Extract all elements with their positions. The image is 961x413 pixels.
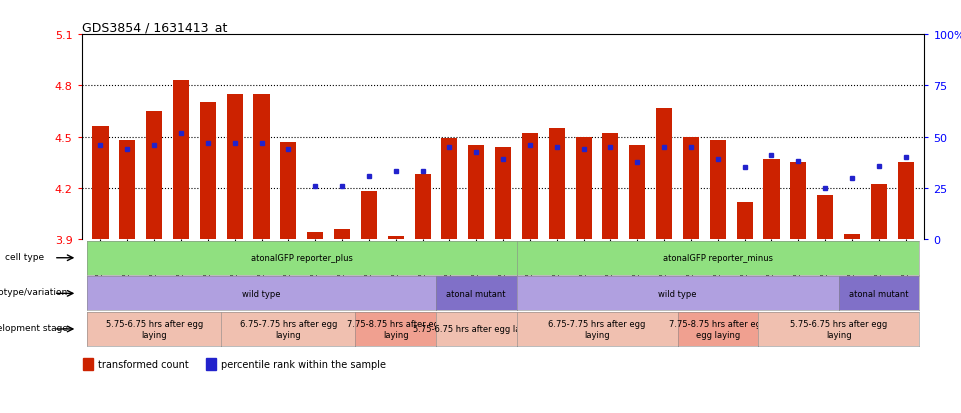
Bar (200, 103, 216, 240)
Bar (468, 146, 484, 240)
Text: 7.75-8.75 hrs after egg
laying: 7.75-8.75 hrs after egg laying (347, 320, 444, 339)
Bar (656, 108, 672, 240)
Text: 7.75-8.75 hrs after egg
egg laying: 7.75-8.75 hrs after egg egg laying (669, 320, 767, 339)
Bar (549, 129, 565, 240)
Bar (790, 163, 806, 240)
Text: 5.75-6.75 hrs after egg
laying: 5.75-6.75 hrs after egg laying (790, 320, 887, 339)
Text: development stage: development stage (0, 323, 68, 332)
Text: percentile rank within the sample: percentile rank within the sample (221, 359, 385, 369)
Bar (360, 192, 377, 240)
Text: cell type: cell type (5, 252, 44, 261)
Bar (898, 163, 914, 240)
Text: wild type: wild type (658, 289, 697, 298)
Bar (173, 81, 189, 240)
Bar (629, 146, 646, 240)
Text: atonal mutant: atonal mutant (447, 289, 506, 298)
Bar (441, 139, 457, 240)
Bar (414, 175, 431, 240)
Text: GDS3854 / 1631413_at: GDS3854 / 1631413_at (82, 21, 227, 34)
Text: atonalGFP reporter_minus: atonalGFP reporter_minus (663, 254, 773, 263)
Bar (146, 112, 162, 240)
Text: 6.75-7.75 hrs after egg
laying: 6.75-7.75 hrs after egg laying (549, 320, 646, 339)
Text: genotype/variation: genotype/variation (0, 287, 67, 297)
Bar (227, 95, 243, 240)
Text: 5.75-6.75 hrs after egg
laying: 5.75-6.75 hrs after egg laying (106, 320, 203, 339)
Text: atonal mutant: atonal mutant (850, 289, 908, 298)
Text: wild type: wild type (242, 289, 281, 298)
Bar (683, 137, 699, 240)
Bar (763, 159, 779, 240)
Bar (603, 134, 619, 240)
Bar (254, 95, 270, 240)
Bar (871, 185, 887, 240)
Bar (92, 127, 109, 240)
Bar (387, 236, 404, 240)
Bar (522, 134, 538, 240)
Bar (119, 141, 136, 240)
Bar (308, 233, 323, 240)
Bar (495, 147, 511, 240)
Bar (817, 195, 833, 240)
Bar (710, 141, 726, 240)
Bar (736, 202, 752, 240)
Text: 5.75-6.75 hrs after egg laying: 5.75-6.75 hrs after egg laying (413, 325, 539, 334)
Text: 6.75-7.75 hrs after egg
laying: 6.75-7.75 hrs after egg laying (239, 320, 337, 339)
Bar (334, 229, 350, 240)
Bar (576, 137, 592, 240)
Text: atonalGFP reporter_plus: atonalGFP reporter_plus (251, 254, 353, 263)
Bar (83, 358, 93, 370)
Bar (844, 235, 860, 240)
Bar (206, 358, 216, 370)
Bar (281, 142, 296, 240)
Text: transformed count: transformed count (98, 359, 188, 369)
